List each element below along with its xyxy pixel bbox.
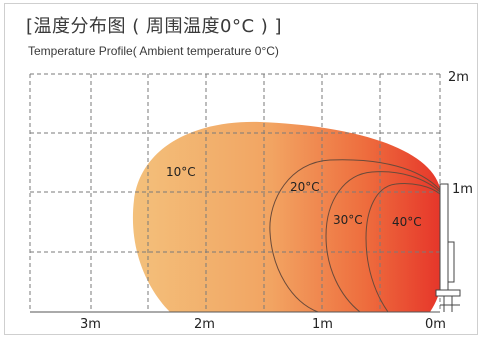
isotherm-40c (365, 183, 441, 313)
zone-10c-region (132, 121, 441, 312)
zone-label-40c: 40°C (392, 215, 422, 229)
page-title: [温度分布图 ( 周围温度0°C ) ] (26, 16, 282, 37)
x-tick-3m: 3m (80, 317, 101, 332)
isotherms (269, 159, 441, 313)
x-tick-0m: 0m (425, 317, 446, 332)
diagram-frame (4, 3, 478, 335)
isotherm-30c (325, 171, 441, 313)
x-tick-2m: 2m (194, 317, 215, 332)
zone-label-30c: 30°C (333, 213, 363, 227)
y-tick-2m: 2m (448, 70, 469, 85)
page-subtitle: Temperature Profile( Ambient temperature… (28, 44, 279, 58)
x-tick-1m: 1m (312, 317, 333, 332)
heater-device-icon (435, 183, 461, 312)
zone-label-10c: 10°C (166, 165, 196, 179)
zone-label-20c: 20°C (290, 180, 320, 194)
isotherm-20c (269, 159, 441, 313)
y-tick-1m: 1m (452, 182, 473, 197)
